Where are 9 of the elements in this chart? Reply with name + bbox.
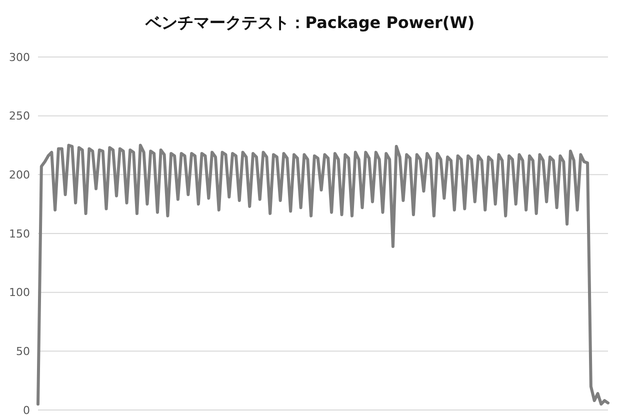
y-tick-label: 100 [9, 286, 30, 300]
y-tick-label: 0 [23, 404, 30, 417]
y-tick-label: 300 [9, 50, 30, 64]
y-tick-label: 200 [9, 168, 30, 182]
chart-title: ベンチマークテスト：Package Power(W) [144, 13, 475, 32]
line-series [36, 144, 610, 406]
y-tick-label: 150 [9, 227, 30, 240]
y-tick-label: 50 [16, 345, 30, 358]
y-tick-label: 250 [9, 110, 30, 123]
